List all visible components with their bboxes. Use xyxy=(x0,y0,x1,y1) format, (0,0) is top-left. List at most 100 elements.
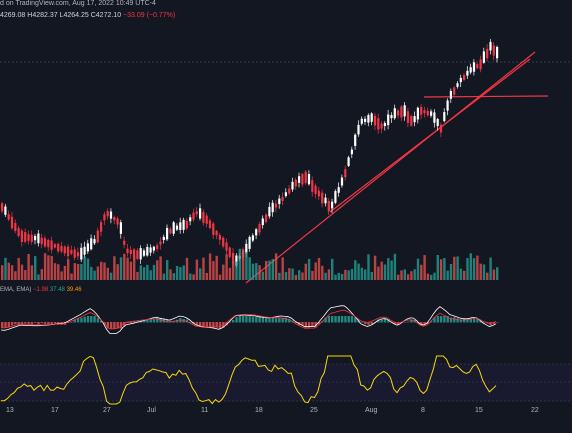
volume-bar xyxy=(245,251,248,280)
x-tick: 25 xyxy=(310,407,318,414)
macd-signal-value: 39.46 xyxy=(66,287,82,293)
volume-bar xyxy=(476,255,479,280)
volume-bar xyxy=(93,270,96,280)
volume-bar xyxy=(443,257,446,280)
volume-bar xyxy=(83,256,86,280)
volume-bar xyxy=(291,268,294,280)
time-axis[interactable]: 13 17 27 Jul 11 18 25 Aug 8 15 22 xyxy=(6,407,539,414)
macd-hist-bar xyxy=(20,322,24,324)
macd-hist-bar xyxy=(476,318,479,323)
candle-body xyxy=(119,222,122,234)
volume-bar xyxy=(70,273,73,280)
macd-hist-bar xyxy=(34,322,37,323)
candle-body xyxy=(50,240,53,250)
macd-hist-bar xyxy=(37,322,40,325)
macd-hist-bar xyxy=(317,322,321,325)
volume-bar xyxy=(159,256,162,280)
candle-body xyxy=(367,114,370,123)
macd-hist-bar xyxy=(202,322,205,328)
volume-bar xyxy=(456,256,459,280)
candle-body xyxy=(76,252,80,257)
macd-hist-bar xyxy=(327,316,331,323)
volume-bar xyxy=(248,257,251,280)
candle-body xyxy=(113,216,116,221)
macd-hist-bar xyxy=(331,316,334,323)
candle-body xyxy=(354,134,357,146)
macd-hist-bar xyxy=(30,322,34,325)
volume-bar xyxy=(314,262,317,280)
macd-hist-bar xyxy=(410,319,413,323)
candle-body xyxy=(383,122,386,127)
volume-bar xyxy=(63,265,67,280)
candle-body xyxy=(255,229,258,236)
volume-bar xyxy=(228,267,232,280)
macd-hist-bar xyxy=(90,316,93,323)
macd-hist-bar xyxy=(383,318,387,323)
candle-body xyxy=(189,217,192,222)
candle-body xyxy=(172,222,175,234)
macd-hist-bar xyxy=(403,321,406,323)
volume-bar xyxy=(258,265,261,280)
volume-bar xyxy=(301,272,304,280)
candle-body xyxy=(149,247,152,253)
candle-body xyxy=(463,75,466,80)
volume-bar xyxy=(327,269,331,280)
macd-hist-bar xyxy=(146,319,149,323)
candle-body xyxy=(169,229,172,234)
macd-hist-bar xyxy=(218,322,222,329)
volume-bar xyxy=(334,274,337,280)
candle-body xyxy=(423,110,426,114)
ohlc-high: H4282.37 xyxy=(27,12,58,19)
candle-body xyxy=(235,255,238,266)
candle-body xyxy=(397,110,400,116)
candle-body xyxy=(416,107,419,120)
candle-body xyxy=(225,242,228,251)
volume-bar xyxy=(397,274,400,280)
volume-bar xyxy=(436,254,439,280)
volume-bar xyxy=(241,249,245,280)
candle-body xyxy=(301,174,304,185)
volume-bar xyxy=(278,272,281,280)
macd-hist-bar xyxy=(393,322,397,325)
macd-hist-bar xyxy=(439,316,443,323)
candle-body xyxy=(179,222,182,230)
macd-hist-bar xyxy=(4,322,7,328)
candle-body xyxy=(146,246,149,256)
candle-body xyxy=(100,222,103,232)
candle-body xyxy=(1,203,4,212)
macd-hist-bar xyxy=(337,316,340,323)
macd-hist-bar xyxy=(53,322,57,324)
macd-hist-bar xyxy=(17,322,20,325)
candle-body xyxy=(40,237,43,245)
macd-hist-bar xyxy=(340,316,344,323)
volume-bar xyxy=(113,256,116,280)
macd-hist-bar xyxy=(235,317,238,323)
macd-hist-bar xyxy=(430,321,433,323)
macd-hist-bar xyxy=(126,322,129,324)
candle-body xyxy=(152,246,155,251)
volume-bar xyxy=(265,260,268,280)
candle-body xyxy=(314,185,317,194)
candle-body xyxy=(142,250,146,256)
candle-body xyxy=(20,230,23,243)
volume-bar xyxy=(136,271,139,280)
volume-bar xyxy=(76,264,80,280)
candle-body xyxy=(159,241,162,245)
volume-bar xyxy=(142,267,146,280)
macd-hist-bar xyxy=(185,319,189,323)
macd-hist-bar xyxy=(265,317,268,323)
macd-hist-bar xyxy=(47,322,50,325)
volume-bar xyxy=(119,257,123,280)
macd-hist-bar xyxy=(76,318,80,323)
macd-hist-bar xyxy=(14,322,17,325)
candle-body xyxy=(350,149,353,155)
candle-body xyxy=(410,115,413,126)
candle-body xyxy=(456,83,459,87)
candle-body xyxy=(321,192,324,204)
macd-hist-bar xyxy=(189,321,192,323)
macd-hist-bar xyxy=(10,322,14,326)
candle-body xyxy=(175,225,179,230)
candle-body xyxy=(212,223,215,236)
volume-bar xyxy=(446,270,449,280)
